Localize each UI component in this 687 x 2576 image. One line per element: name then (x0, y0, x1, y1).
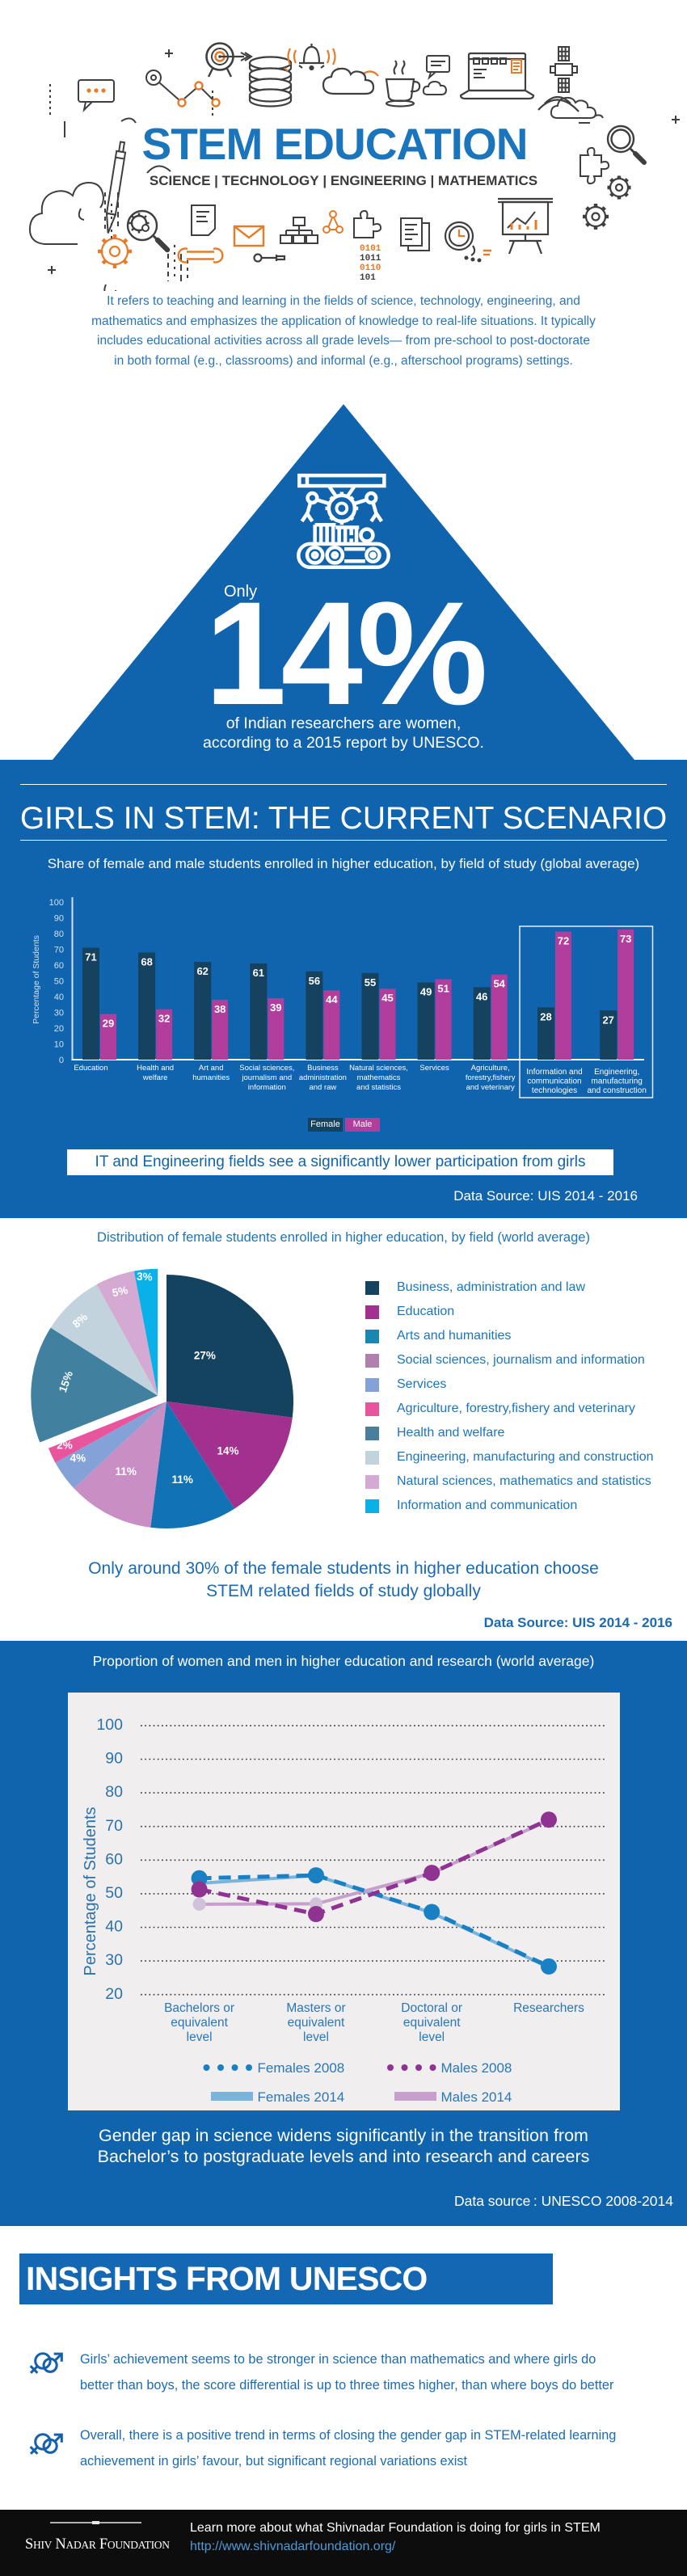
svg-text:1011: 1011 (360, 254, 381, 264)
svg-text:Researchers: Researchers (513, 2001, 584, 2015)
svg-text:communication: communication (527, 1077, 581, 1086)
svg-text:Services: Services (419, 1064, 449, 1073)
svg-text:80: 80 (54, 930, 64, 939)
svg-text:44: 44 (326, 993, 338, 1006)
svg-text:and statistics: and statistics (356, 1083, 401, 1092)
svg-text:Health and: Health and (137, 1064, 174, 1073)
svg-text:49: 49 (420, 986, 432, 998)
svg-text:Art and: Art and (199, 1064, 224, 1073)
svg-text:Doctoral or: Doctoral or (401, 2001, 462, 2015)
svg-text:14%: 14% (217, 1445, 238, 1457)
svg-text:information: information (248, 1083, 286, 1092)
svg-text:0110: 0110 (360, 264, 381, 273)
svg-text:4%: 4% (70, 1452, 86, 1464)
svg-text:mathematics: mathematics (357, 1073, 401, 1082)
svg-text:equivalent: equivalent (171, 2016, 228, 2030)
svg-text:27%: 27% (194, 1350, 216, 1362)
svg-text:and construction: and construction (588, 1086, 647, 1095)
svg-text:technologies: technologies (532, 1086, 577, 1095)
svg-text:Males 2008: Males 2008 (441, 2060, 512, 2076)
svg-text:Social sciences,: Social sciences, (239, 1064, 294, 1073)
svg-text:level: level (419, 2030, 445, 2044)
svg-text:forestry,fishery: forestry,fishery (466, 1073, 516, 1082)
svg-text:Masters or: Masters or (286, 2001, 345, 2015)
svg-text:55: 55 (365, 976, 376, 989)
svg-text:journalism and: journalism and (241, 1073, 292, 1082)
svg-text:68: 68 (141, 955, 152, 968)
svg-text:50: 50 (105, 1884, 123, 1902)
svg-text:27: 27 (602, 1014, 613, 1026)
svg-text:90: 90 (105, 1750, 123, 1768)
svg-text:11%: 11% (116, 1465, 137, 1478)
svg-text:90: 90 (54, 914, 64, 924)
svg-text:Percentage of Students: Percentage of Students (82, 1807, 99, 1975)
svg-text:32: 32 (158, 1013, 170, 1025)
svg-text:45: 45 (381, 992, 393, 1004)
svg-text:30: 30 (105, 1951, 123, 1969)
svg-text:60: 60 (105, 1850, 123, 1868)
svg-text:56: 56 (309, 975, 320, 987)
svg-text:29: 29 (103, 1018, 114, 1030)
svg-text:Natural sciences,: Natural sciences, (349, 1064, 408, 1073)
svg-text:Information and: Information and (526, 1068, 583, 1077)
svg-text:40: 40 (54, 993, 64, 1002)
svg-text:equivalent: equivalent (403, 2016, 461, 2030)
svg-text:100: 100 (49, 898, 64, 908)
svg-text:20: 20 (54, 1024, 64, 1034)
svg-text:39: 39 (270, 1001, 281, 1014)
svg-text:equivalent: equivalent (288, 2016, 345, 2030)
svg-text:73: 73 (620, 933, 631, 945)
svg-text:administration: administration (299, 1073, 347, 1082)
svg-text:and veterinary: and veterinary (466, 1083, 515, 1092)
svg-text:28: 28 (540, 1010, 551, 1022)
svg-text:70: 70 (105, 1817, 123, 1835)
svg-text:11%: 11% (172, 1474, 193, 1486)
svg-text:0101: 0101 (360, 244, 381, 254)
svg-text:2%: 2% (57, 1440, 73, 1452)
svg-text:welfare: welfare (142, 1073, 168, 1082)
svg-text:Females 2014: Females 2014 (258, 2089, 345, 2105)
svg-text:Females 2008: Females 2008 (258, 2060, 345, 2076)
svg-text:80: 80 (105, 1783, 123, 1801)
svg-text:100: 100 (96, 1716, 123, 1734)
svg-text:54: 54 (493, 978, 505, 990)
svg-text:5%: 5% (111, 1284, 129, 1299)
svg-text:0: 0 (59, 1056, 64, 1065)
svg-text:Agriculture,: Agriculture, (471, 1064, 510, 1073)
svg-text:Percentage of Students: Percentage of Students (32, 935, 41, 1024)
svg-text:60: 60 (54, 961, 64, 971)
svg-text:71: 71 (85, 951, 96, 963)
svg-text:3%: 3% (137, 1271, 153, 1284)
svg-text:and raw: and raw (309, 1083, 336, 1092)
svg-text:Education: Education (74, 1064, 107, 1073)
svg-text:101: 101 (360, 273, 376, 283)
svg-text:Engineering,: Engineering, (594, 1068, 639, 1077)
svg-text:humanities: humanities (192, 1073, 230, 1082)
svg-text:manufacturing: manufacturing (592, 1077, 643, 1086)
svg-text:38: 38 (214, 1003, 225, 1015)
svg-text:Bachelors or: Bachelors or (164, 2001, 234, 2015)
svg-text:70: 70 (54, 946, 64, 955)
svg-text:20: 20 (105, 1985, 123, 2003)
svg-text:62: 62 (196, 965, 208, 977)
svg-text:Business: Business (307, 1064, 339, 1073)
svg-text:46: 46 (476, 990, 487, 1002)
svg-text:51: 51 (437, 983, 449, 995)
svg-text:50: 50 (54, 977, 64, 987)
svg-text:10: 10 (54, 1040, 64, 1050)
svg-text:level: level (303, 2030, 329, 2044)
svg-text:61: 61 (253, 967, 264, 979)
svg-text:72: 72 (558, 935, 569, 947)
svg-text:40: 40 (105, 1918, 123, 1936)
svg-text:30: 30 (54, 1009, 64, 1018)
svg-text:Males 2014: Males 2014 (441, 2089, 512, 2105)
svg-text:level: level (187, 2030, 213, 2044)
